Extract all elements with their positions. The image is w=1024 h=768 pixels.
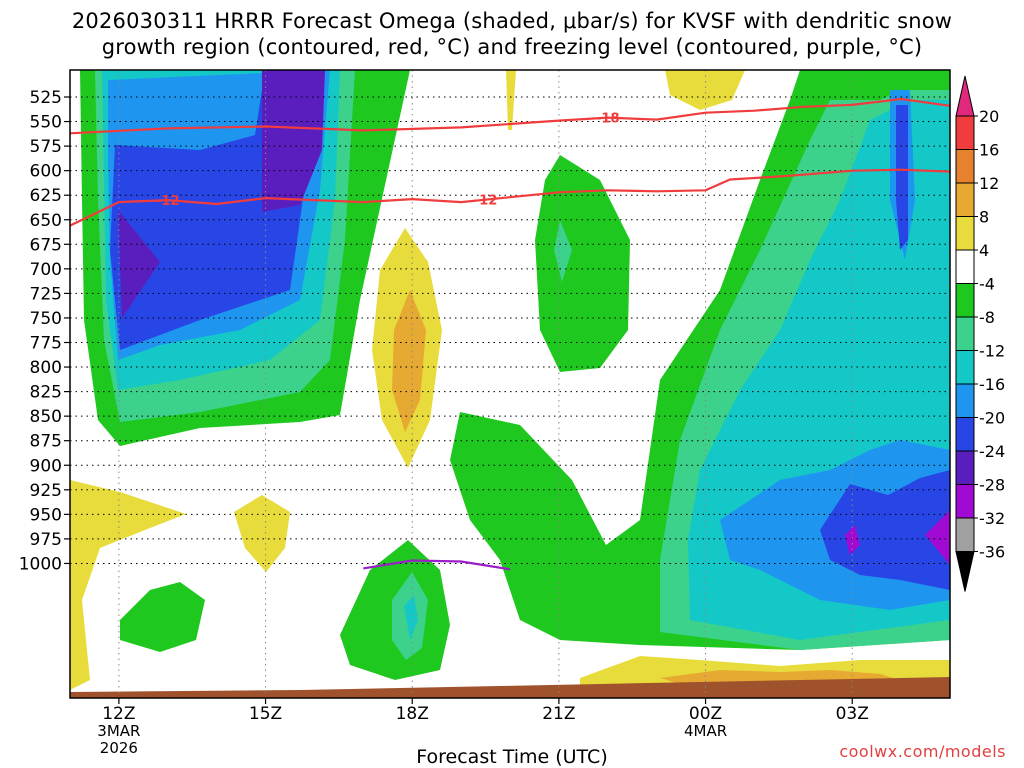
credit-text: coolwx.com/models [839, 742, 1006, 761]
contour-line [70, 168, 950, 227]
omega-region [665, 70, 745, 110]
contour-line [70, 97, 950, 135]
x-tick-label: 18Z [396, 704, 429, 724]
chart-title-line-1: 2026030311 HRRR Forecast Omega (shaded, … [71, 9, 953, 33]
omega-region [392, 290, 426, 432]
colorbar-swatch [955, 551, 975, 592]
colorbar-swatch [955, 484, 975, 519]
omega-region [120, 582, 205, 652]
colorbar: 20 16 12 8 4 -4 -8 -12 -16 -20 -24 -28 -32 -36 [955, 75, 1005, 592]
y-tick-label: 775 [30, 334, 62, 354]
omega-shading [70, 70, 950, 698]
colorbar-label: 12 [979, 174, 999, 193]
colorbar-swatch [955, 75, 975, 117]
colorbar-label: -24 [979, 442, 1005, 461]
y-tick-label: 675 [30, 235, 62, 255]
y-tick-label: 850 [30, 407, 62, 427]
y-tick-label: 625 [30, 186, 62, 206]
colorbar-label: -28 [979, 476, 1005, 495]
y-tick-label: 800 [30, 358, 62, 378]
contour-label: -12 [474, 194, 498, 209]
colorbar-label: -36 [979, 543, 1005, 562]
plot-frame [69, 69, 951, 699]
colorbar-label: -12 [979, 342, 1005, 361]
colorbar-label: -16 [979, 375, 1005, 394]
x-tick-label: 00Z [689, 704, 722, 724]
y-tick-label: 600 [30, 162, 62, 182]
omega-region [896, 105, 908, 250]
x-tick-label: 12Z [102, 704, 135, 724]
y-tick-label: 700 [30, 260, 62, 280]
y-tick-label: 575 [30, 137, 62, 157]
x-tick-label: 03Z [836, 704, 869, 724]
y-tick-label: 875 [30, 432, 62, 452]
x-axis-label: Forecast Time (UTC) [416, 746, 608, 768]
colorbar-label: 16 [979, 141, 999, 160]
omega-region [262, 70, 325, 212]
y-axis: 525 550 575 600 625 650 675 700 725 750 775 800 825 8… [19, 88, 70, 574]
colorbar-swatch [955, 517, 975, 552]
colorbar-label: -20 [979, 409, 1005, 428]
colorbar-swatch [955, 283, 975, 318]
colorbar-swatch [955, 115, 975, 150]
x-tick-label: 21Z [542, 704, 575, 724]
colorbar-label: -32 [979, 509, 1005, 528]
omega-region [118, 210, 160, 318]
x-tick-sublabel: 3MAR [97, 722, 140, 740]
omega-region [506, 70, 516, 130]
y-tick-label: 725 [30, 284, 62, 304]
x-tick-sublabel: 2026 [100, 739, 138, 757]
omega-region [925, 510, 950, 565]
colorbar-swatch [955, 450, 975, 485]
y-tick-label: 900 [30, 456, 62, 476]
colorbar-swatch [955, 216, 975, 251]
colorbar-swatch [955, 249, 975, 284]
y-tick-label: 1000 [19, 554, 62, 574]
contour-label: -12 [156, 194, 180, 209]
temperature-contours: -18 -12 -12 [70, 97, 950, 571]
y-tick-label: 950 [30, 505, 62, 525]
colorbar-swatch [955, 417, 975, 452]
omega-region [404, 595, 418, 640]
y-tick-label: 750 [30, 309, 62, 329]
y-tick-label: 525 [30, 88, 62, 108]
y-tick-label: 650 [30, 211, 62, 231]
contour-label: -18 [596, 112, 620, 127]
colorbar-swatch [955, 182, 975, 217]
y-tick-label: 825 [30, 383, 62, 403]
colorbar-label: -4 [979, 275, 995, 294]
omega-region [535, 155, 630, 372]
x-tick-sublabel: 4MAR [684, 722, 727, 740]
colorbar-swatch [955, 316, 975, 351]
colorbar-label: -8 [979, 308, 995, 327]
x-tick-label: 15Z [249, 704, 282, 724]
colorbar-label: 8 [979, 208, 989, 227]
y-tick-label: 550 [30, 113, 62, 133]
colorbar-swatch [955, 383, 975, 418]
y-tick-label: 975 [30, 530, 62, 550]
chart-title-line-2: growth region (contoured, red, °C) and f… [101, 35, 923, 59]
colorbar-swatch [955, 149, 975, 184]
y-tick-label: 925 [30, 481, 62, 501]
omega-region [845, 525, 860, 555]
omega-region [70, 480, 186, 690]
colorbar-swatch [955, 350, 975, 385]
omega-region [234, 495, 290, 572]
colorbar-label: 4 [979, 241, 989, 260]
colorbar-label: 20 [979, 107, 999, 126]
terrain [70, 677, 950, 698]
contour-line [363, 559, 511, 571]
gridlines [70, 70, 950, 698]
